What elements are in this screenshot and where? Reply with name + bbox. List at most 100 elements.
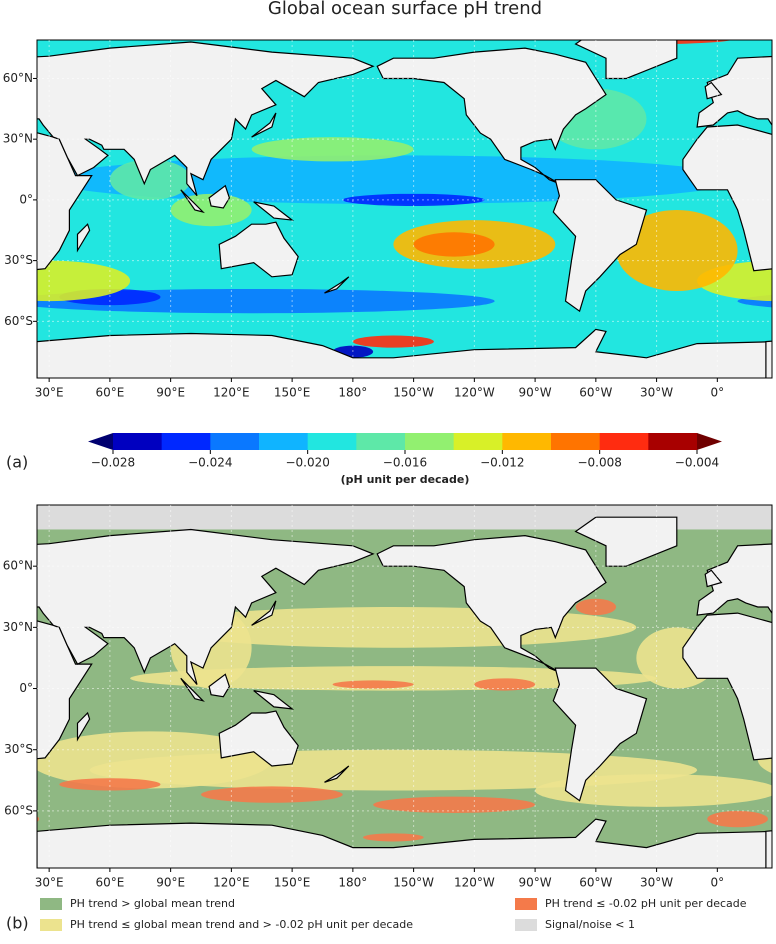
colorbar-segment xyxy=(599,433,649,450)
ocean-field xyxy=(616,210,738,291)
colorbar-segment xyxy=(405,433,455,450)
ocean-field xyxy=(37,260,131,302)
legend-label: Signal/noise < 1 xyxy=(545,918,635,931)
ocean-field xyxy=(89,749,698,791)
lon-tick-label: 180° xyxy=(338,386,367,400)
colorbar-label: (pH unit per decade) xyxy=(341,473,470,486)
lat-tick-label: 0° xyxy=(19,192,33,206)
lon-tick-label: 0° xyxy=(711,876,725,890)
lat-tick-label: 60°S xyxy=(4,803,33,817)
panel-label: (b) xyxy=(6,914,29,933)
ocean-field xyxy=(535,774,772,807)
legend-label: PH trend ≤ global mean trend and > -0.02… xyxy=(70,918,413,931)
land xyxy=(704,81,723,100)
land xyxy=(574,40,678,80)
colorbar-segment xyxy=(502,433,552,450)
land xyxy=(37,818,772,868)
colorbar-tick-label: −0.020 xyxy=(285,456,329,470)
lon-tick-label: 30°W xyxy=(640,876,673,890)
ocean-field xyxy=(707,810,768,828)
land xyxy=(696,55,772,128)
colorbar-tick-label: −0.028 xyxy=(91,456,135,470)
lon-tick-label: 150°W xyxy=(393,876,434,890)
land xyxy=(251,112,277,138)
map-area xyxy=(37,40,772,378)
lon-tick-label: 60°W xyxy=(579,386,612,400)
land xyxy=(574,516,678,567)
colorbar-extend-low xyxy=(88,433,113,450)
land xyxy=(552,179,648,313)
land xyxy=(218,221,299,278)
land xyxy=(251,600,277,626)
land xyxy=(376,534,607,673)
land xyxy=(37,620,93,760)
land xyxy=(37,132,93,271)
colorbar-segment xyxy=(161,433,211,450)
map-panel: 30°E 60°E 90°E 120°E 150°E 180° 150°W 120°W 90°W… xyxy=(3,504,773,890)
lon-tick-label: 60°E xyxy=(95,386,124,400)
lat-tick-label: 30°S xyxy=(4,742,33,756)
land xyxy=(324,276,350,294)
ocean-field xyxy=(413,232,495,257)
lon-tick-label: 30°E xyxy=(35,876,64,890)
lat-tick-label: 60°S xyxy=(4,314,33,328)
lon-tick-label: 150°E xyxy=(274,876,311,890)
lon-tick-label: 60°W xyxy=(579,876,612,890)
colorbar-segment xyxy=(113,433,163,450)
panel-label: (a) xyxy=(6,453,28,472)
colorbar-segment xyxy=(648,433,698,450)
colorbar: −0.028 −0.024 −0.020 −0.016 −0.012 −0.008 −0.0… xyxy=(88,433,722,486)
lat-tick-label: 60°N xyxy=(3,71,33,85)
land xyxy=(324,765,350,783)
colorbar-tick-label: −0.012 xyxy=(480,456,524,470)
land xyxy=(765,830,772,868)
lat-tick-label: 30°N xyxy=(3,620,33,634)
lat-tick-label: 60°N xyxy=(3,559,33,573)
colorbar-segment xyxy=(259,433,309,450)
colorbar-segment xyxy=(551,433,601,450)
lat-tick-label: 30°N xyxy=(3,132,33,146)
colorbar-tick-label: −0.024 xyxy=(188,456,232,470)
lon-tick-label: 120°E xyxy=(213,876,250,890)
map-area xyxy=(37,505,772,868)
lon-tick-label: 90°E xyxy=(156,386,185,400)
lon-tick-label: 150°E xyxy=(274,386,311,400)
land xyxy=(76,223,91,253)
land xyxy=(208,184,231,209)
land xyxy=(37,328,772,378)
land xyxy=(682,612,772,761)
map-frame xyxy=(36,39,773,379)
land xyxy=(253,690,295,710)
figure-title: Global ocean surface pH trend xyxy=(268,0,542,19)
legend-swatch xyxy=(40,898,62,910)
lon-tick-label: 90°E xyxy=(156,876,185,890)
legend-swatch xyxy=(40,919,62,931)
ocean-field xyxy=(201,786,343,803)
colorbar-tick-label: −0.016 xyxy=(383,456,427,470)
lon-tick-label: 60°E xyxy=(95,876,124,890)
legend-swatch xyxy=(515,919,537,931)
land xyxy=(37,41,375,197)
lon-tick-label: 30°E xyxy=(35,386,64,400)
lon-tick-label: 30°W xyxy=(640,386,673,400)
lon-tick-label: 90°W xyxy=(519,876,552,890)
ocean-field xyxy=(352,335,434,348)
lon-tick-label: 90°W xyxy=(519,386,552,400)
map-frame xyxy=(36,504,773,869)
land xyxy=(682,124,772,272)
ocean-field xyxy=(332,680,414,689)
lon-tick-label: 120°E xyxy=(213,386,250,400)
lat-tick-label: 30°S xyxy=(4,253,33,267)
land xyxy=(696,543,772,616)
ocean-field xyxy=(362,833,424,842)
colorbar-segment xyxy=(210,433,260,450)
lon-tick-label: 0° xyxy=(711,386,725,400)
colorbar-segment xyxy=(356,433,406,450)
lat-tick-label: 0° xyxy=(19,681,33,695)
ocean-field xyxy=(251,137,414,162)
colorbar-segment xyxy=(307,433,357,450)
ocean-field xyxy=(59,778,161,791)
land xyxy=(208,673,231,698)
land xyxy=(704,569,723,588)
